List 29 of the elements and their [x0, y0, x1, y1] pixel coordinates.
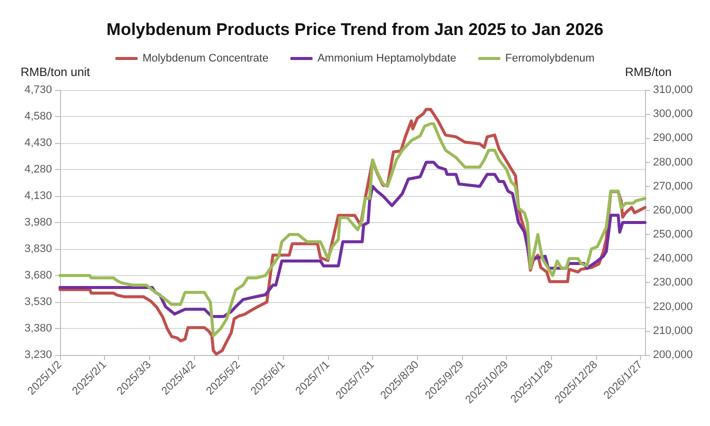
y-tick-label: 3,380	[24, 322, 52, 334]
y-tick-label: 4,280	[24, 164, 52, 176]
y2-tick-label: 270,000	[653, 180, 693, 192]
y2-tick-label: 220,000	[653, 300, 693, 313]
legend-label: Molybdenum Concentrate	[142, 52, 268, 64]
y2-tick-label: 250,000	[653, 228, 693, 241]
y2-tick-label: 280,000	[653, 156, 693, 168]
y2-tick-label: 230,000	[653, 276, 693, 289]
y-tick-label: 4,430	[24, 137, 52, 149]
chart-title: Molybdenum Products Price Trend from Jan 2025 to Jan 2026	[106, 20, 604, 39]
y-tick-label: 4,730	[24, 84, 52, 96]
y2-axis-title: RMB/ton	[625, 65, 672, 79]
y-axis-title: RMB/ton unit	[20, 65, 91, 79]
y2-tick-label: 210,000	[653, 324, 693, 337]
y2-tick-label: 300,000	[653, 108, 693, 120]
y2-tick-label: 240,000	[653, 252, 693, 265]
y2-tick-label: 290,000	[653, 132, 693, 144]
y-tick-label: 3,530	[24, 296, 52, 308]
y-tick-label: 3,230	[24, 349, 52, 361]
y-tick-label: 4,130	[24, 190, 52, 202]
legend-label: Ferromolybdenum	[505, 52, 595, 64]
y2-tick-label: 260,000	[653, 204, 693, 216]
y-tick-label: 3,680	[24, 270, 52, 282]
y2-tick-label: 200,000	[653, 349, 693, 361]
y2-tick-label: 310,000	[653, 84, 693, 96]
y-tick-label: 3,830	[24, 243, 52, 255]
y-tick-label: 3,980	[24, 216, 52, 228]
y-tick-label: 4,580	[24, 110, 52, 122]
legend-label: Ammonium Heptamolybdate	[317, 52, 456, 64]
